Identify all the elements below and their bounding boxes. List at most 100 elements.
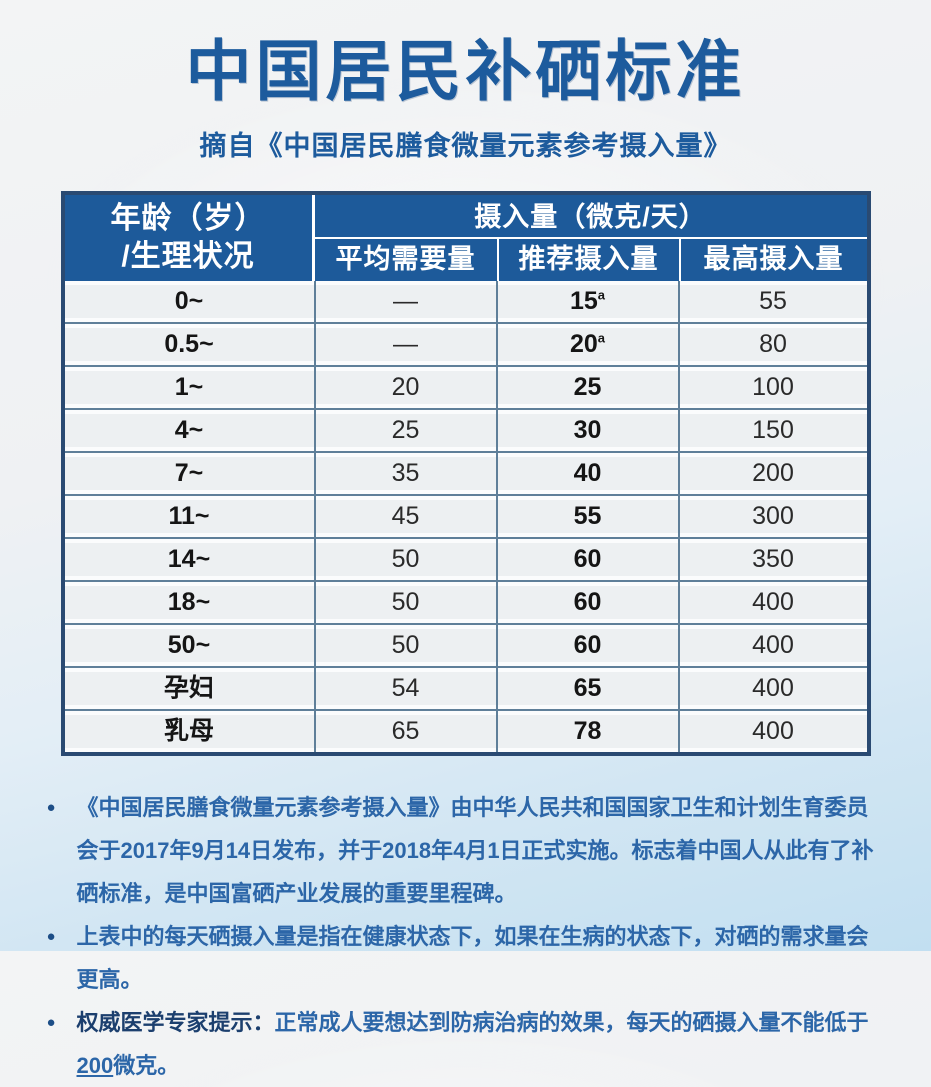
age-cell: 4~ — [64, 410, 314, 451]
footnote-marker: a — [597, 287, 606, 303]
table-body: 0~ —15a 55 0.5~ —20a 80 1~ 20 25 100 4~ 25 30 150 7~ 35… — [64, 281, 867, 752]
average-requirement-cell: — — [313, 324, 496, 365]
recommended-intake-value: 15a — [497, 285, 678, 318]
table-row: 乳母 65 78 400 — [64, 711, 867, 752]
age-cell: 18~ — [64, 582, 314, 623]
max-intake-cell: 400 — [677, 625, 867, 666]
table-row: 14~ 50 60 350 — [64, 539, 867, 582]
average-requirement-value: 50 — [315, 543, 496, 576]
age-value: 1~ — [64, 371, 314, 404]
average-requirement-value: — — [315, 285, 496, 318]
max-intake-value: 55 — [679, 285, 867, 318]
footnotes: ● 《中国居民膳食微量元素参考摄入量》由中华人民共和国国家卫生和计划生育委员会于… — [47, 786, 885, 1087]
max-intake-value: 400 — [679, 586, 867, 619]
max-intake-value: 400 — [679, 715, 867, 748]
recommended-intake-value: 65 — [497, 672, 678, 705]
footnote-source-text: 《中国居民膳食微量元素参考摄入量》由中华人民共和国国家卫生和计划生育委员会于20… — [76, 795, 874, 906]
expert-tip-threshold: 200 — [76, 1053, 114, 1078]
table-row: 18~ 50 60 400 — [64, 582, 867, 625]
header-subcolumns: 平均需要量 推荐摄入量 最高摄入量 — [315, 239, 867, 281]
page-title: 中国居民补硒标准 — [185, 34, 746, 108]
average-requirement-cell: 35 — [313, 453, 496, 494]
age-value: 孕妇 — [64, 672, 314, 705]
age-cell: 7~ — [64, 453, 314, 494]
header-col-max-intake: 最高摄入量 — [678, 239, 867, 281]
expert-tip-tail: 微克。 — [113, 1053, 180, 1078]
recommended-intake-cell: 65 — [495, 668, 678, 709]
age-value: 7~ — [64, 457, 314, 490]
recommended-intake-value: 55 — [497, 500, 678, 533]
recommended-intake-cell: 60 — [495, 582, 678, 623]
average-requirement-cell: 54 — [313, 668, 496, 709]
age-value: 50~ — [64, 629, 314, 662]
average-requirement-value: 54 — [315, 672, 496, 705]
max-intake-value: 400 — [679, 629, 867, 662]
max-intake-cell: 100 — [677, 367, 867, 408]
age-value: 0.5~ — [64, 328, 314, 361]
max-intake-cell: 400 — [677, 668, 867, 709]
header-age-line1: 年龄（岁） — [110, 202, 266, 235]
max-intake-value: 200 — [679, 457, 867, 490]
age-cell: 0~ — [64, 281, 314, 322]
recommended-intake-value: 60 — [497, 543, 678, 576]
max-intake-cell: 80 — [677, 324, 867, 365]
age-cell: 1~ — [64, 367, 314, 408]
recommended-intake-cell: 25 — [495, 367, 678, 408]
bullet-icon: ● — [46, 1014, 56, 1031]
recommended-intake-cell: 78 — [495, 711, 678, 752]
age-value: 4~ — [64, 414, 314, 447]
average-requirement-value: 35 — [315, 457, 496, 490]
table-row: 孕妇 54 65 400 — [64, 668, 867, 711]
header-intake-group: 摄入量（微克/天） 平均需要量 推荐摄入量 最高摄入量 — [314, 195, 867, 281]
table-row: 11~ 45 55 300 — [64, 496, 867, 539]
average-requirement-cell: 45 — [313, 496, 496, 537]
age-value: 18~ — [64, 586, 314, 619]
table-row: 4~ 25 30 150 — [64, 410, 867, 453]
max-intake-cell: 150 — [677, 410, 867, 451]
average-requirement-value: 45 — [315, 500, 496, 533]
max-intake-value: 400 — [679, 672, 867, 705]
selenium-intake-table: 年龄（岁） /生理状况 摄入量（微克/天） 平均需要量 推荐摄入量 最高摄入量 … — [60, 191, 871, 756]
footnote-source: ● 《中国居民膳食微量元素参考摄入量》由中华人民共和国国家卫生和计划生育委员会于… — [47, 786, 885, 915]
recommended-intake-value: 60 — [497, 629, 678, 662]
table-row: 1~ 20 25 100 — [64, 367, 867, 410]
average-requirement-cell: 20 — [313, 367, 496, 408]
age-cell: 50~ — [64, 625, 314, 666]
max-intake-cell: 400 — [677, 582, 867, 623]
table-row: 50~ 50 60 400 — [64, 625, 867, 668]
average-requirement-value: — — [315, 328, 496, 361]
table-row: 0~ —15a 55 — [64, 281, 867, 324]
max-intake-cell: 55 — [677, 281, 867, 322]
average-requirement-value: 50 — [315, 629, 496, 662]
age-cell: 乳母 — [64, 711, 314, 752]
recommended-intake-cell: 55 — [495, 496, 678, 537]
recommended-intake-value: 25 — [497, 371, 678, 404]
footnote-health-state: ● 上表中的每天硒摄入量是指在健康状态下，如果在生病的状态下，对硒的需求量会更高… — [47, 915, 885, 1001]
max-intake-value: 80 — [679, 328, 867, 361]
bullet-icon: ● — [46, 799, 56, 816]
recommended-intake-value: 78 — [497, 715, 678, 748]
expert-tip-label: 权威医学专家提示： — [76, 1010, 275, 1035]
recommended-intake-cell: 30 — [495, 410, 678, 451]
max-intake-value: 300 — [679, 500, 867, 533]
average-requirement-cell: 65 — [313, 711, 496, 752]
max-intake-cell: 200 — [677, 453, 867, 494]
expert-tip-body: 正常成人要想达到防病治病的效果，每天的硒摄入量不能低于 — [274, 1010, 869, 1035]
header-col-average-requirement: 平均需要量 — [335, 244, 476, 274]
age-value: 14~ — [64, 543, 314, 576]
table-row: 7~ 35 40 200 — [64, 453, 867, 496]
recommended-intake-cell: 20a — [495, 324, 678, 365]
recommended-intake-value: 30 — [497, 414, 678, 447]
age-value: 11~ — [64, 500, 314, 533]
age-cell: 11~ — [64, 496, 314, 537]
recommended-intake-value: 20a — [497, 328, 678, 361]
max-intake-cell: 350 — [677, 539, 867, 580]
table-header: 年龄（岁） /生理状况 摄入量（微克/天） 平均需要量 推荐摄入量 最高摄入量 — [64, 195, 867, 281]
recommended-intake-value: 40 — [497, 457, 678, 490]
footnote-expert-tip: ● 权威医学专家提示：正常成人要想达到防病治病的效果，每天的硒摄入量不能低于 20… — [47, 1001, 885, 1087]
average-requirement-cell: — — [313, 281, 496, 322]
average-requirement-value: 50 — [315, 586, 496, 619]
average-requirement-value: 25 — [315, 414, 496, 447]
footnote-expert-tip-text: 权威医学专家提示：正常成人要想达到防病治病的效果，每天的硒摄入量不能低于 200微… — [77, 1001, 885, 1087]
age-cell: 孕妇 — [64, 668, 314, 709]
